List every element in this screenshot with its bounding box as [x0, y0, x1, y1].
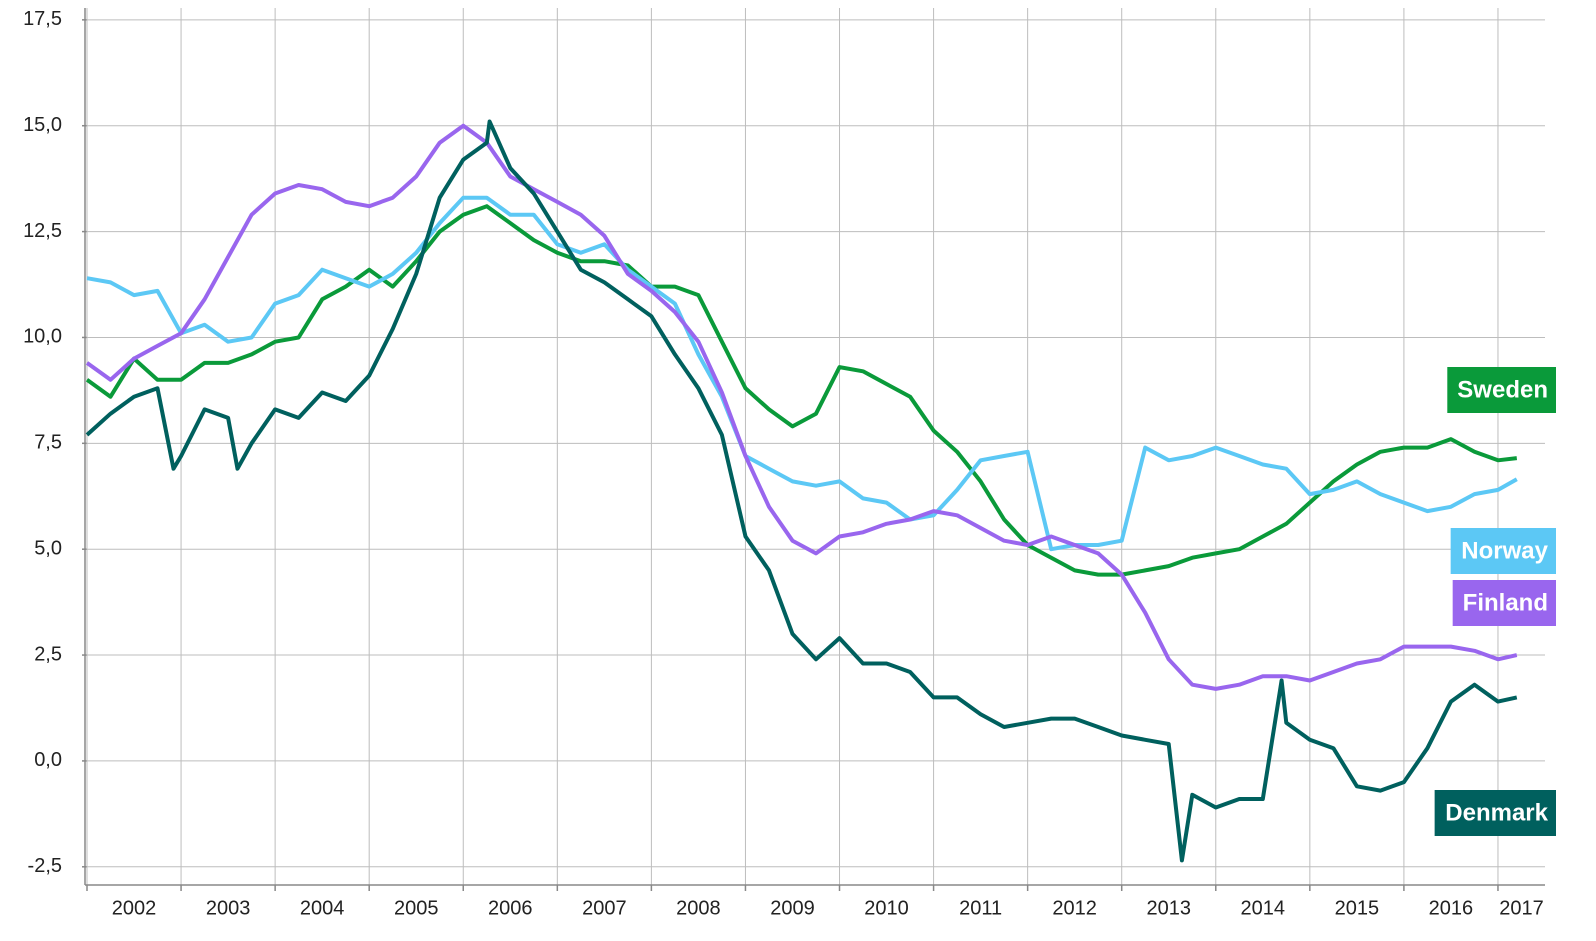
- x-tick-label: 2011: [959, 897, 1002, 919]
- series-line: [85, 119, 1518, 863]
- series-line: [85, 204, 1518, 577]
- legend-box: [1447, 367, 1556, 413]
- y-tick-label: 5,0: [34, 537, 62, 559]
- legend-label: Sweden: [1457, 376, 1548, 403]
- series-line: [85, 123, 1518, 691]
- y-tick-label: 2,5: [34, 643, 62, 665]
- legend-entry: Sweden: [1447, 367, 1556, 413]
- x-tick-label: 2006: [488, 897, 533, 919]
- legend-label: Denmark: [1445, 799, 1548, 826]
- x-tick-label: 2005: [394, 897, 439, 919]
- legend-box: [1452, 580, 1556, 626]
- y-tick-label: 15,0: [23, 114, 62, 136]
- y-tick-label: -2,5: [28, 855, 62, 877]
- x-tick-label: 2008: [676, 897, 721, 919]
- legend-entry: Finland: [1452, 580, 1556, 626]
- legend-label: Norway: [1461, 537, 1548, 564]
- legend-box: [1434, 790, 1556, 836]
- x-tick-label: 2017: [1499, 897, 1544, 919]
- legend-label: Finland: [1463, 589, 1548, 616]
- x-tick-label: 2009: [770, 897, 815, 919]
- x-tick-label: 2010: [864, 897, 909, 919]
- x-tick-label: 2013: [1146, 897, 1191, 919]
- legend-entry: Norway: [1450, 528, 1556, 574]
- y-tick-label: 0,0: [34, 749, 62, 771]
- legend-box: [1450, 528, 1556, 574]
- x-tick-label: 2012: [1052, 897, 1097, 919]
- x-tick-label: 2016: [1429, 897, 1474, 919]
- x-tick-label: 2003: [206, 897, 251, 919]
- x-tick-label: 2015: [1335, 897, 1380, 919]
- x-tick-label: 2014: [1241, 897, 1286, 919]
- y-tick-label: 10,0: [23, 326, 62, 348]
- y-tick-label: 12,5: [23, 220, 62, 242]
- legend-entry: Denmark: [1434, 790, 1556, 836]
- x-tick-label: 2007: [582, 897, 627, 919]
- y-tick-label: 17,5: [23, 8, 62, 30]
- x-tick-label: 2004: [300, 897, 345, 919]
- series-line: [86, 195, 1518, 552]
- x-tick-label: 2002: [112, 897, 157, 919]
- y-tick-label: 7,5: [34, 432, 62, 454]
